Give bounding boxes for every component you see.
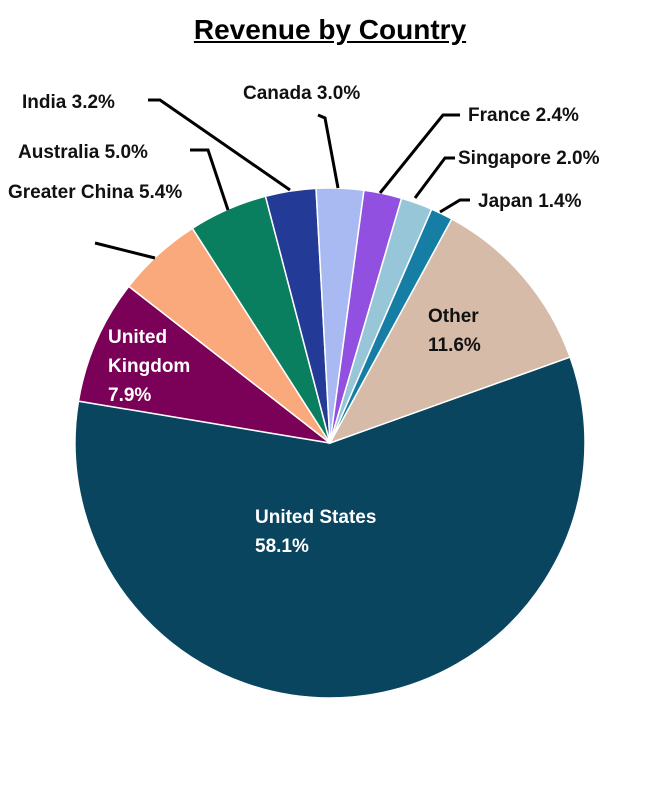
slice-label: United States 58.1% <box>255 503 455 561</box>
slice-value-label: 1.4% <box>538 191 582 212</box>
slice-value-label: 2.0% <box>556 148 600 169</box>
leader-line <box>413 156 455 199</box>
slice-label: Canada 3.0% <box>243 79 403 108</box>
slice-label: United Kingdom 7.9% <box>108 323 218 410</box>
slice-value-label: 3.0% <box>316 83 361 104</box>
slice-value-label: 5.0% <box>104 142 148 163</box>
slice-value-label: 3.2% <box>71 92 115 113</box>
leader-line <box>94 241 156 260</box>
slice-category-label: United Kingdom <box>108 327 191 377</box>
slice-value-label: 58.1% <box>255 536 309 557</box>
slice-label: Australia 5.0% <box>18 138 218 167</box>
slice-category-label: United States <box>255 507 377 528</box>
slice-category-label: Japan <box>478 191 533 212</box>
slice-category-label: India <box>22 92 67 113</box>
slice-label: France 2.4% <box>468 101 638 130</box>
slice-label: Greater China 5.4% <box>8 178 183 207</box>
slice-value-label: 5.4% <box>138 182 183 203</box>
slice-value-label: 2.4% <box>535 105 579 126</box>
leader-line <box>378 113 460 194</box>
chart-title: Revenue by Country <box>193 14 467 45</box>
slice-category-label: Singapore <box>458 148 551 169</box>
slice-label: India 3.2% <box>22 88 172 117</box>
slice-label: Japan 1.4% <box>478 187 648 216</box>
slice-label: Other 11.6% <box>428 302 548 360</box>
slice-value-label: 11.6% <box>428 335 481 356</box>
slice-category-label: France <box>468 105 531 126</box>
slice-label: Singapore 2.0% <box>458 144 658 173</box>
leader-line <box>439 198 470 214</box>
slice-value-label: 7.9% <box>108 385 152 406</box>
pie-slice <box>74 356 586 699</box>
slice-category-label: Greater China <box>8 182 134 203</box>
leader-line <box>317 113 340 189</box>
leader-line <box>190 148 230 211</box>
slice-category-label: Other <box>428 306 479 327</box>
slice-category-label: Canada <box>243 83 312 104</box>
leader-line <box>148 98 291 192</box>
slice-category-label: Australia <box>18 142 100 163</box>
pie-slice <box>77 285 331 444</box>
pie-slice <box>328 217 572 445</box>
